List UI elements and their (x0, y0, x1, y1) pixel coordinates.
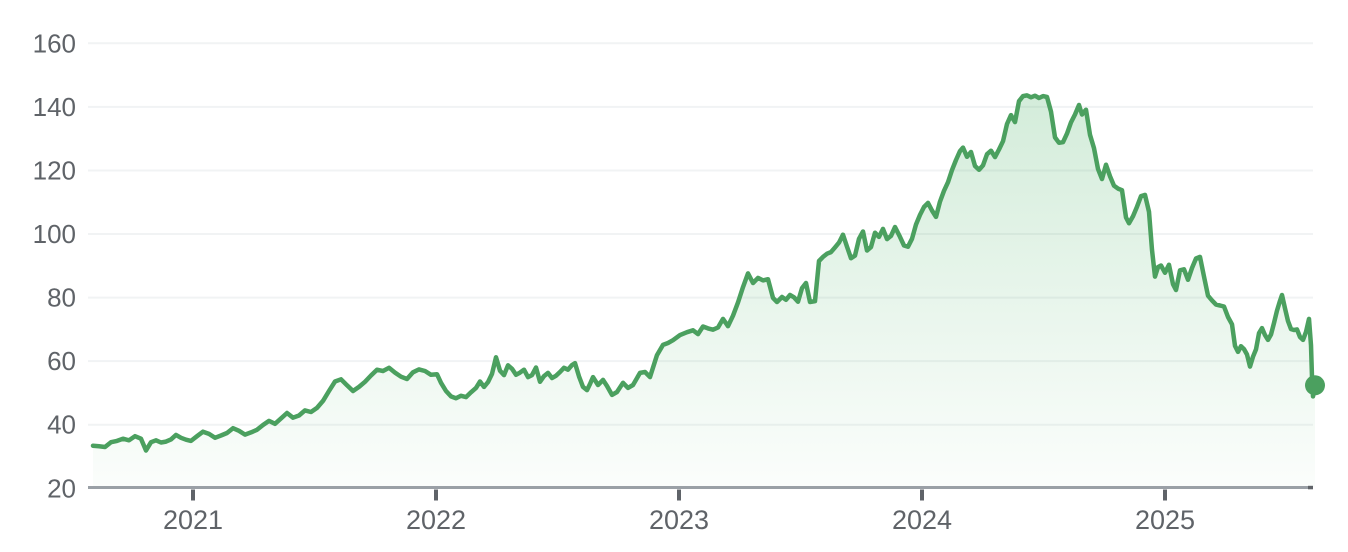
y-tick-label: 80 (47, 283, 76, 313)
x-tick-label: 2021 (163, 505, 223, 535)
x-tick-label: 2022 (406, 505, 466, 535)
y-tick-label: 120 (33, 155, 76, 185)
last-price-dot (1305, 375, 1325, 396)
y-tick-label: 60 (47, 346, 76, 376)
x-tick-label: 2023 (649, 505, 709, 535)
y-tick-label: 100 (33, 219, 76, 249)
area-fill (93, 95, 1315, 488)
y-axis-labels: 160 140 120 100 80 60 40 20 (33, 28, 76, 503)
x-axis-labels: 2021 2022 2023 2024 2025 (163, 505, 1195, 535)
y-tick-label: 160 (33, 28, 76, 58)
x-axis-endcap (1308, 485, 1313, 490)
y-tick-label: 40 (47, 410, 76, 440)
price-line (90, 93, 1318, 453)
x-tick-label: 2025 (1135, 505, 1195, 535)
x-axis-ticks (191, 489, 1167, 501)
y-tick-label: 20 (47, 473, 76, 503)
x-tick-label: 2024 (892, 505, 952, 535)
x-axis (88, 485, 1313, 501)
y-tick-label: 140 (33, 92, 76, 122)
